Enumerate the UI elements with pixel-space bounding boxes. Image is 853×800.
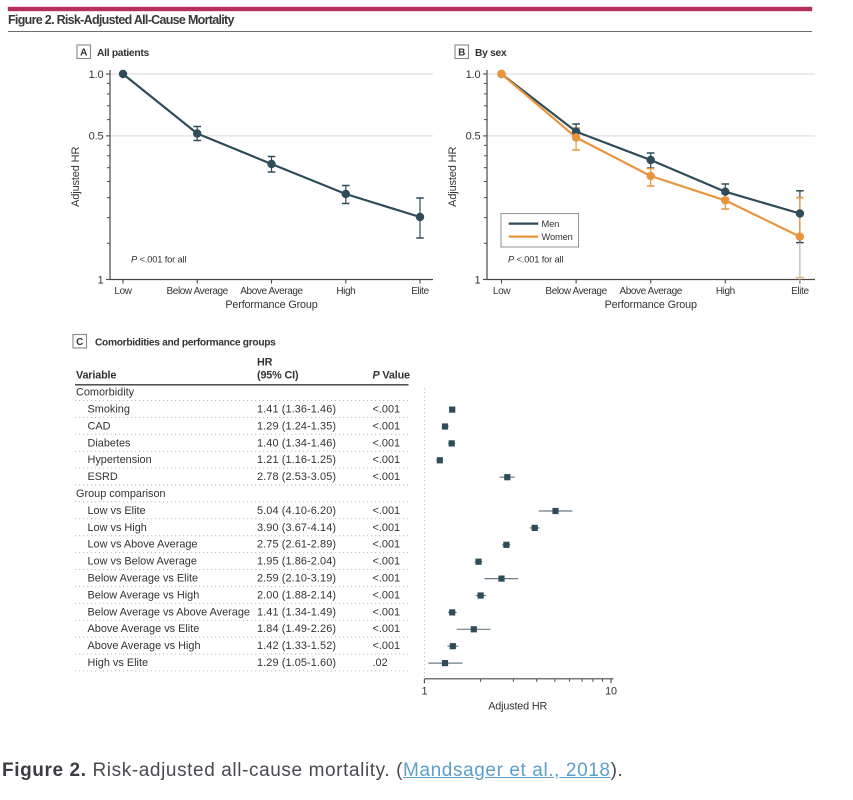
svg-text:Above Average: Above Average	[619, 286, 682, 297]
svg-text:Performance Group: Performance Group	[605, 299, 697, 311]
svg-text:Comorbidity: Comorbidity	[76, 387, 135, 399]
svg-text:ESRD: ESRD	[88, 471, 118, 483]
svg-text:Hypertension: Hypertension	[88, 454, 152, 466]
svg-text:Performance Group: Performance Group	[225, 299, 317, 311]
svg-text:Low vs Above Average: Low vs Above Average	[88, 539, 198, 551]
svg-text:C: C	[76, 337, 83, 348]
svg-text:0.5: 0.5	[89, 131, 104, 143]
svg-text:Variable: Variable	[76, 370, 116, 382]
svg-text:<.001: <.001	[373, 420, 401, 432]
svg-text:1.41 (1.34-1.49): 1.41 (1.34-1.49)	[257, 606, 336, 618]
svg-text:Below Average vs High: Below Average vs High	[88, 589, 200, 601]
svg-text:High: High	[716, 286, 735, 297]
svg-text:Elite: Elite	[791, 286, 809, 297]
svg-text:Men: Men	[542, 219, 560, 229]
svg-text:1.0: 1.0	[466, 69, 481, 81]
svg-text:Smoking: Smoking	[88, 404, 130, 416]
svg-text:Elite: Elite	[411, 286, 429, 297]
svg-text:Adjusted HR: Adjusted HR	[70, 147, 82, 207]
svg-text:Above Average: Above Average	[240, 286, 303, 297]
svg-text:P <.001 for all: P <.001 for all	[131, 255, 186, 265]
svg-text:Low vs High: Low vs High	[88, 522, 147, 534]
svg-text:<.001: <.001	[373, 471, 401, 483]
svg-text:5.04 (4.10-6.20): 5.04 (4.10-6.20)	[257, 505, 336, 517]
svg-text:1.29 (1.05-1.60): 1.29 (1.05-1.60)	[257, 657, 336, 669]
svg-text:Diabetes: Diabetes	[88, 437, 132, 449]
svg-text:Adjusted HR: Adjusted HR	[447, 147, 459, 207]
svg-text:Below Average vs Above Average: Below Average vs Above Average	[88, 606, 250, 618]
svg-text:1.29 (1.24-1.35): 1.29 (1.24-1.35)	[257, 420, 336, 432]
svg-text:<.001: <.001	[373, 556, 401, 568]
svg-text:Below Average: Below Average	[167, 286, 229, 297]
svg-text:1.84 (1.49-2.26): 1.84 (1.49-2.26)	[257, 623, 336, 635]
svg-text:B: B	[458, 47, 465, 58]
svg-text:CAD: CAD	[88, 420, 111, 432]
svg-text:Below Average vs Elite: Below Average vs Elite	[88, 573, 199, 585]
svg-text:<.001: <.001	[373, 505, 401, 517]
svg-text:By sex: By sex	[475, 48, 507, 59]
svg-text:Low vs Below Average: Low vs Below Average	[88, 556, 197, 568]
svg-text:1: 1	[98, 274, 104, 286]
svg-text:P Value: P Value	[373, 370, 411, 382]
svg-text:<.001: <.001	[373, 437, 401, 449]
svg-text:P <.001 for all: P <.001 for all	[508, 255, 563, 265]
svg-text:2.75 (2.61-2.89): 2.75 (2.61-2.89)	[257, 539, 336, 551]
svg-text:1: 1	[475, 274, 481, 286]
svg-text:Low vs Elite: Low vs Elite	[88, 505, 146, 517]
svg-text:2.59 (2.10-3.19): 2.59 (2.10-3.19)	[257, 573, 336, 585]
svg-text:.02: .02	[373, 657, 388, 669]
svg-text:3.90 (3.67-4.14): 3.90 (3.67-4.14)	[257, 522, 336, 534]
svg-text:<.001: <.001	[373, 640, 401, 652]
svg-text:All patients: All patients	[97, 48, 149, 59]
svg-text:2.00 (1.88-2.14): 2.00 (1.88-2.14)	[257, 589, 336, 601]
svg-text:Below Average: Below Average	[545, 286, 607, 297]
svg-text:Women: Women	[542, 232, 573, 242]
svg-text:1.42 (1.33-1.52): 1.42 (1.33-1.52)	[257, 640, 336, 652]
svg-text:1.0: 1.0	[89, 69, 104, 81]
svg-text:2.78 (2.53-3.05): 2.78 (2.53-3.05)	[257, 471, 336, 483]
svg-text:High vs Elite: High vs Elite	[88, 657, 149, 669]
svg-text:A: A	[80, 47, 87, 58]
svg-text:1.21 (1.16-1.25): 1.21 (1.16-1.25)	[257, 454, 336, 466]
svg-text:(95% CI): (95% CI)	[257, 370, 299, 382]
svg-text:1.40 (1.34-1.46): 1.40 (1.34-1.46)	[257, 437, 336, 449]
svg-text:<.001: <.001	[373, 573, 401, 585]
svg-text:1.41 (1.36-1.46): 1.41 (1.36-1.46)	[257, 404, 336, 416]
svg-text:Above Average vs High: Above Average vs High	[88, 640, 201, 652]
svg-text:Comorbidities and performance: Comorbidities and performance groups	[95, 338, 276, 349]
svg-text:Above Average vs Elite: Above Average vs Elite	[88, 623, 200, 635]
svg-text:Adjusted HR: Adjusted HR	[488, 700, 547, 712]
svg-text:<.001: <.001	[373, 454, 401, 466]
svg-text:0.5: 0.5	[466, 131, 481, 143]
svg-text:<.001: <.001	[373, 606, 401, 618]
svg-text:<.001: <.001	[373, 522, 401, 534]
svg-text:1.95 (1.86-2.04): 1.95 (1.86-2.04)	[257, 556, 336, 568]
svg-text:<.001: <.001	[373, 404, 401, 416]
svg-text:<.001: <.001	[373, 589, 401, 601]
svg-text:HR: HR	[257, 357, 273, 369]
svg-text:<.001: <.001	[373, 539, 401, 551]
svg-text:10: 10	[605, 685, 617, 697]
svg-text:1: 1	[421, 685, 427, 697]
svg-text:Low: Low	[493, 286, 511, 297]
svg-text:Group comparison: Group comparison	[76, 488, 166, 500]
svg-text:<.001: <.001	[373, 623, 401, 635]
svg-text:High: High	[336, 286, 355, 297]
svg-text:Low: Low	[114, 286, 132, 297]
